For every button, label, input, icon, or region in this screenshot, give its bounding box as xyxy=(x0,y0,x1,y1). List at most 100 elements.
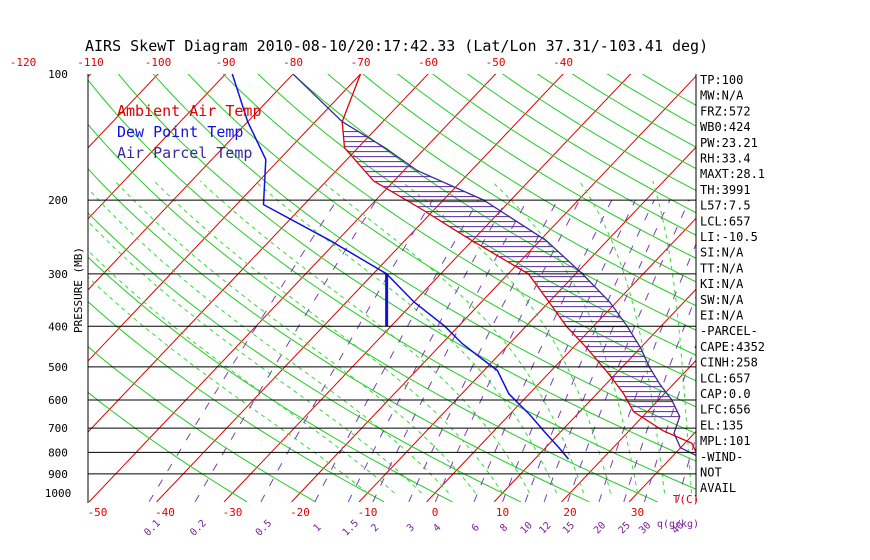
mixing-ratio-line xyxy=(524,199,655,503)
dry-adiabat xyxy=(88,212,522,503)
moist-adiabat xyxy=(400,180,611,494)
index-entry: CAP:0.0 xyxy=(700,387,751,401)
background-lines xyxy=(88,55,870,503)
pressure-tick-label: 100 xyxy=(48,68,68,81)
dry-adiabat xyxy=(88,256,453,503)
moist-adiabat xyxy=(153,180,503,494)
pressure-tick-label: 200 xyxy=(48,194,68,207)
top-temp-tick: -40 xyxy=(553,56,573,69)
index-entry: AVAIL xyxy=(700,481,736,495)
top-temp-tick: -120 xyxy=(10,56,37,69)
index-entry: TT:N/A xyxy=(700,261,744,275)
index-entry: NOT xyxy=(700,466,722,480)
dry-adiabat xyxy=(257,74,696,356)
mixing-ratio-line xyxy=(473,199,613,503)
dry-adiabat xyxy=(431,74,696,236)
bottom-temp-tick: 30 xyxy=(631,506,644,519)
pressure-tick-label: 400 xyxy=(48,320,68,333)
dry-adiabat xyxy=(187,74,696,408)
mixing-ratio-line xyxy=(502,199,636,503)
isotherm xyxy=(358,146,696,503)
dry-adiabat xyxy=(88,168,590,503)
isotherm xyxy=(493,288,696,503)
moist-adiabat xyxy=(88,220,422,494)
top-temp-tick: -80 xyxy=(283,56,303,69)
index-entry: -WIND- xyxy=(700,450,743,464)
dry-adiabat xyxy=(536,74,696,170)
bottom-temp-tick: -10 xyxy=(358,506,378,519)
mixing-ratio-tick: 0.1 xyxy=(142,518,163,539)
index-entry: RH:33.4 xyxy=(700,152,751,166)
index-entry: SW:N/A xyxy=(700,293,744,307)
isotherm xyxy=(764,55,870,502)
cape-hatching xyxy=(343,131,680,418)
dry-adiabat xyxy=(327,74,696,307)
legend: Ambient Air Temp Dew Point Temp Air Parcel… xyxy=(117,102,262,162)
mixing-ratio-unit: q(g/kg) xyxy=(657,519,699,530)
isotherm xyxy=(88,74,362,362)
legend-entry: Ambient Air Temp xyxy=(117,102,262,120)
index-entry: LCL:657 xyxy=(700,371,751,385)
dry-adiabat xyxy=(397,74,696,259)
isotherm xyxy=(88,74,159,149)
isotherm xyxy=(561,359,696,503)
mixing-ratio-line xyxy=(347,199,507,503)
bottom-temp-tick: -20 xyxy=(290,506,310,519)
index-entry: MAXT:28.1 xyxy=(700,167,765,181)
mixing-ratio-line xyxy=(148,199,338,503)
mixing-ratio-tick: 10 xyxy=(519,520,535,536)
pressure-lines xyxy=(88,199,696,475)
index-entry: FRZ:572 xyxy=(700,104,751,118)
isotherm xyxy=(156,74,564,503)
isotherm xyxy=(88,74,497,503)
dry-adiabat xyxy=(466,74,696,214)
isotherm xyxy=(88,74,429,433)
top-temp-tick: -100 xyxy=(145,56,172,69)
index-entry: WB0:424 xyxy=(700,120,751,134)
dry-adiabat xyxy=(152,74,696,435)
mixing-ratio-tick: 3 xyxy=(405,522,417,534)
mixing-ratio-tick: 6 xyxy=(470,522,482,534)
index-entry: LI:-10.5 xyxy=(700,230,758,244)
pressure-tick-label: 500 xyxy=(48,361,68,374)
top-temp-tick: -70 xyxy=(351,56,371,69)
isotherm xyxy=(291,75,696,503)
dry-adiabat xyxy=(88,123,659,503)
mixing-ratio-tick: 1 xyxy=(312,522,324,534)
mixing-ratio-line xyxy=(434,199,580,503)
mixing-ratio-line xyxy=(194,199,377,503)
bottom-temp-tick: -40 xyxy=(155,506,175,519)
mixing-ratio-line xyxy=(567,199,690,503)
top-temp-tick: -50 xyxy=(486,56,506,69)
isotherm xyxy=(426,217,696,503)
temp-unit-label: T(C) xyxy=(673,493,700,506)
moist-adiabat xyxy=(491,180,638,494)
top-temp-tick: -110 xyxy=(77,56,104,69)
mixing-ratio-tick: 4 xyxy=(431,522,443,534)
top-temp-tick: -90 xyxy=(216,56,236,69)
index-entry: KI:N/A xyxy=(700,277,744,291)
index-entry: EI:N/A xyxy=(700,309,744,323)
dry-adiabat xyxy=(88,301,385,503)
dry-adiabat xyxy=(501,74,696,191)
mixing-ratio-tick: 0.5 xyxy=(254,518,275,539)
mixing-ratio-line xyxy=(408,199,558,503)
pressure-tick-label: 600 xyxy=(48,394,68,407)
index-entry: LCL:657 xyxy=(700,214,751,228)
index-entry: TH:3991 xyxy=(700,183,751,197)
dry-adiabat xyxy=(292,74,696,331)
mixing-ratio-line xyxy=(260,199,433,503)
index-entry: TP:100 xyxy=(700,73,743,87)
dry-adiabat xyxy=(88,79,696,490)
moist-adiabat xyxy=(114,180,476,494)
index-entry: MW:N/A xyxy=(700,89,744,103)
mixing-ratio-tick: 30 xyxy=(637,520,653,536)
index-entry: PW:23.21 xyxy=(700,136,758,150)
dry-adiabat xyxy=(571,74,696,148)
mixing-ratio-tick: 0.2 xyxy=(188,518,209,539)
index-entry: SI:N/A xyxy=(700,246,744,260)
moist-adiabat xyxy=(321,180,584,494)
